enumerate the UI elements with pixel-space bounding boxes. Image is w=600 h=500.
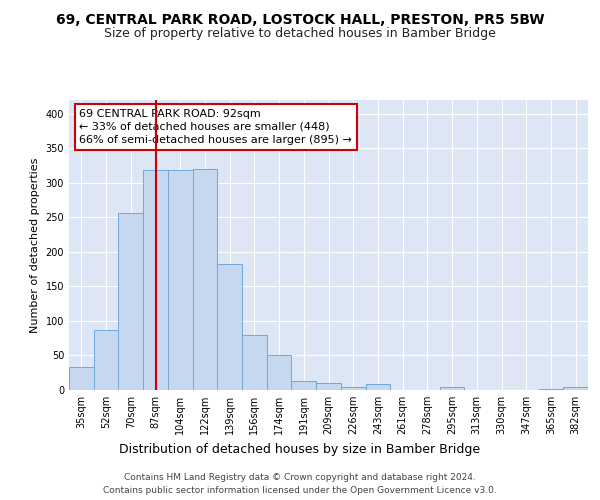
Text: Distribution of detached houses by size in Bamber Bridge: Distribution of detached houses by size … (119, 442, 481, 456)
Text: Size of property relative to detached houses in Bamber Bridge: Size of property relative to detached ho… (104, 28, 496, 40)
Bar (292, 381, 316, 390)
Bar (193, 169, 217, 390)
Text: 69, CENTRAL PARK ROAD, LOSTOCK HALL, PRESTON, PR5 5BW: 69, CENTRAL PARK ROAD, LOSTOCK HALL, PRE… (56, 12, 544, 26)
Bar (217, 264, 242, 390)
Bar (341, 386, 365, 390)
Text: Contains HM Land Registry data © Crown copyright and database right 2024.: Contains HM Land Registry data © Crown c… (124, 472, 476, 482)
Bar (539, 388, 563, 390)
Text: Contains public sector information licensed under the Open Government Licence v3: Contains public sector information licen… (103, 486, 497, 495)
Bar (94, 330, 118, 390)
Bar (316, 383, 341, 390)
Bar (365, 384, 390, 390)
Bar (267, 355, 292, 390)
Bar (440, 387, 464, 390)
Text: 69 CENTRAL PARK ROAD: 92sqm
← 33% of detached houses are smaller (448)
66% of se: 69 CENTRAL PARK ROAD: 92sqm ← 33% of det… (79, 108, 352, 145)
Bar (242, 335, 267, 390)
Y-axis label: Number of detached properties: Number of detached properties (30, 158, 40, 332)
Bar (118, 213, 143, 390)
Bar (69, 367, 94, 390)
Bar (563, 387, 588, 390)
Bar (168, 170, 193, 390)
Bar (143, 170, 168, 390)
